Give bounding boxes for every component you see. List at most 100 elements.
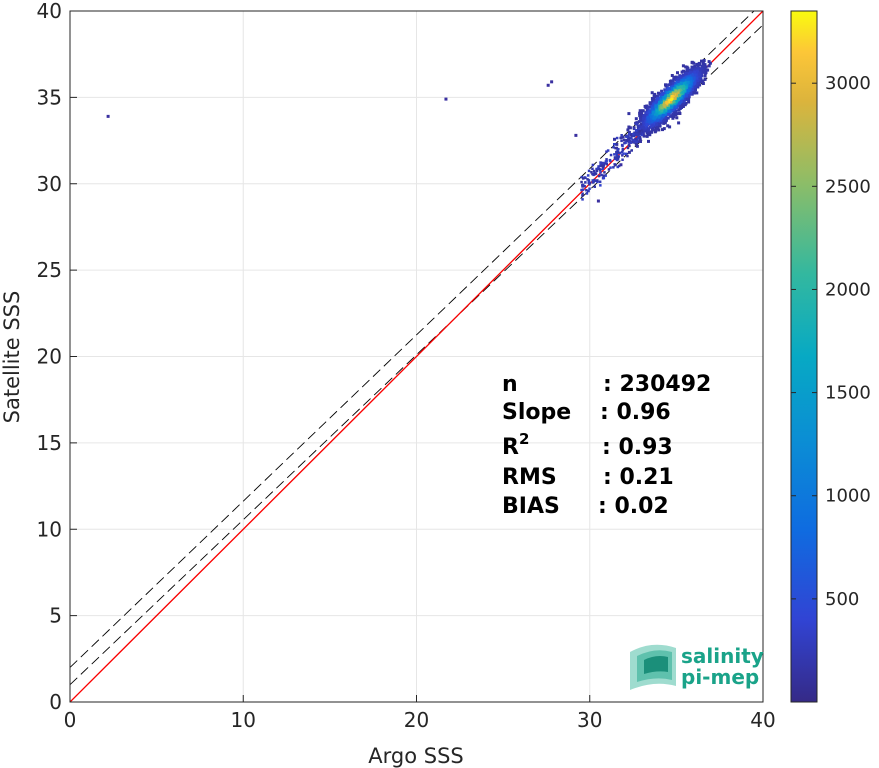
density-point [655, 99, 658, 103]
density-point [651, 126, 655, 130]
y-tick-label: 15 [37, 431, 62, 455]
density-point [647, 105, 651, 109]
stat-value: : 0.96 [600, 400, 671, 425]
density-point [695, 76, 699, 80]
density-point [671, 116, 675, 120]
stat-label: n [502, 372, 518, 397]
density-point [599, 184, 602, 187]
density-point [688, 87, 692, 91]
density-point [666, 94, 670, 98]
density-point [616, 149, 619, 152]
density-point [672, 92, 675, 96]
density-point [639, 113, 643, 117]
density-point [667, 109, 671, 113]
density-point [634, 137, 638, 141]
density-point [638, 125, 642, 128]
density-point [689, 70, 693, 74]
density-point [679, 92, 683, 95]
density-point [581, 198, 584, 201]
density-point [586, 174, 590, 177]
density-point [700, 65, 704, 68]
logo-line1: salinity [681, 644, 764, 668]
density-point [657, 115, 661, 119]
density-point [605, 150, 608, 153]
density-point [707, 64, 711, 68]
density-point [596, 180, 599, 184]
density-point [655, 122, 659, 126]
density-point [681, 102, 685, 106]
density-point [675, 99, 679, 103]
density-point [635, 140, 639, 143]
density-point [652, 110, 656, 114]
logo-line2: pi-mep [681, 665, 759, 689]
density-point [657, 128, 661, 132]
density-point [612, 166, 615, 169]
density-point [646, 111, 650, 115]
density-point [643, 104, 647, 108]
density-point [583, 176, 586, 179]
density-point [614, 163, 617, 167]
density-point [652, 97, 656, 101]
density-point [587, 169, 591, 173]
density-point [672, 87, 676, 91]
density-point [598, 167, 601, 171]
density-point [637, 120, 641, 124]
density-point [660, 106, 664, 110]
density-point [595, 167, 598, 171]
density-point [617, 151, 620, 154]
density-point [677, 101, 681, 105]
density-point [677, 121, 681, 125]
density-point [621, 149, 624, 152]
density-point [642, 117, 646, 121]
y-axis: 0 5 10 15 20 25 30 35 40 [37, 0, 77, 714]
density-point [627, 130, 631, 134]
density-point [639, 122, 643, 126]
density-point [645, 123, 649, 127]
density-point [693, 70, 697, 74]
x-tick-label: 0 [64, 708, 77, 732]
density-point [651, 115, 655, 119]
density-point [669, 87, 673, 91]
density-point [638, 114, 642, 118]
density-point [704, 65, 708, 69]
x-tick-label: 30 [577, 708, 602, 732]
density-point [633, 131, 637, 135]
density-point [685, 97, 689, 101]
density-point [667, 87, 671, 91]
density-point [676, 86, 680, 90]
density-point [652, 116, 656, 120]
density-point [656, 118, 660, 122]
density-point [651, 99, 655, 103]
density-point [624, 141, 627, 144]
density-point [613, 153, 616, 156]
density-point [613, 156, 617, 159]
density-point [581, 192, 584, 195]
density-point [584, 181, 587, 184]
density-point [625, 135, 628, 139]
density-point [588, 183, 591, 186]
density-point [640, 111, 644, 115]
density-point [663, 101, 666, 105]
density-point [684, 94, 688, 98]
density-point [581, 194, 584, 197]
density-point [609, 159, 612, 163]
density-point [658, 118, 662, 122]
density-point [686, 69, 689, 73]
density-point [656, 97, 660, 101]
density-point [679, 81, 683, 85]
density-point [615, 154, 619, 157]
outlier-point [106, 114, 110, 118]
density-point [655, 125, 659, 129]
density-point [587, 179, 591, 182]
density-point [687, 93, 691, 97]
density-point [693, 81, 697, 85]
density-point [669, 93, 673, 97]
density-point [688, 81, 692, 85]
outlier-point [546, 83, 550, 87]
density-point [601, 167, 604, 170]
density-point [654, 105, 658, 109]
density-point [647, 139, 650, 143]
density-point [607, 168, 611, 171]
density-point [641, 119, 644, 123]
density-point [675, 116, 679, 120]
